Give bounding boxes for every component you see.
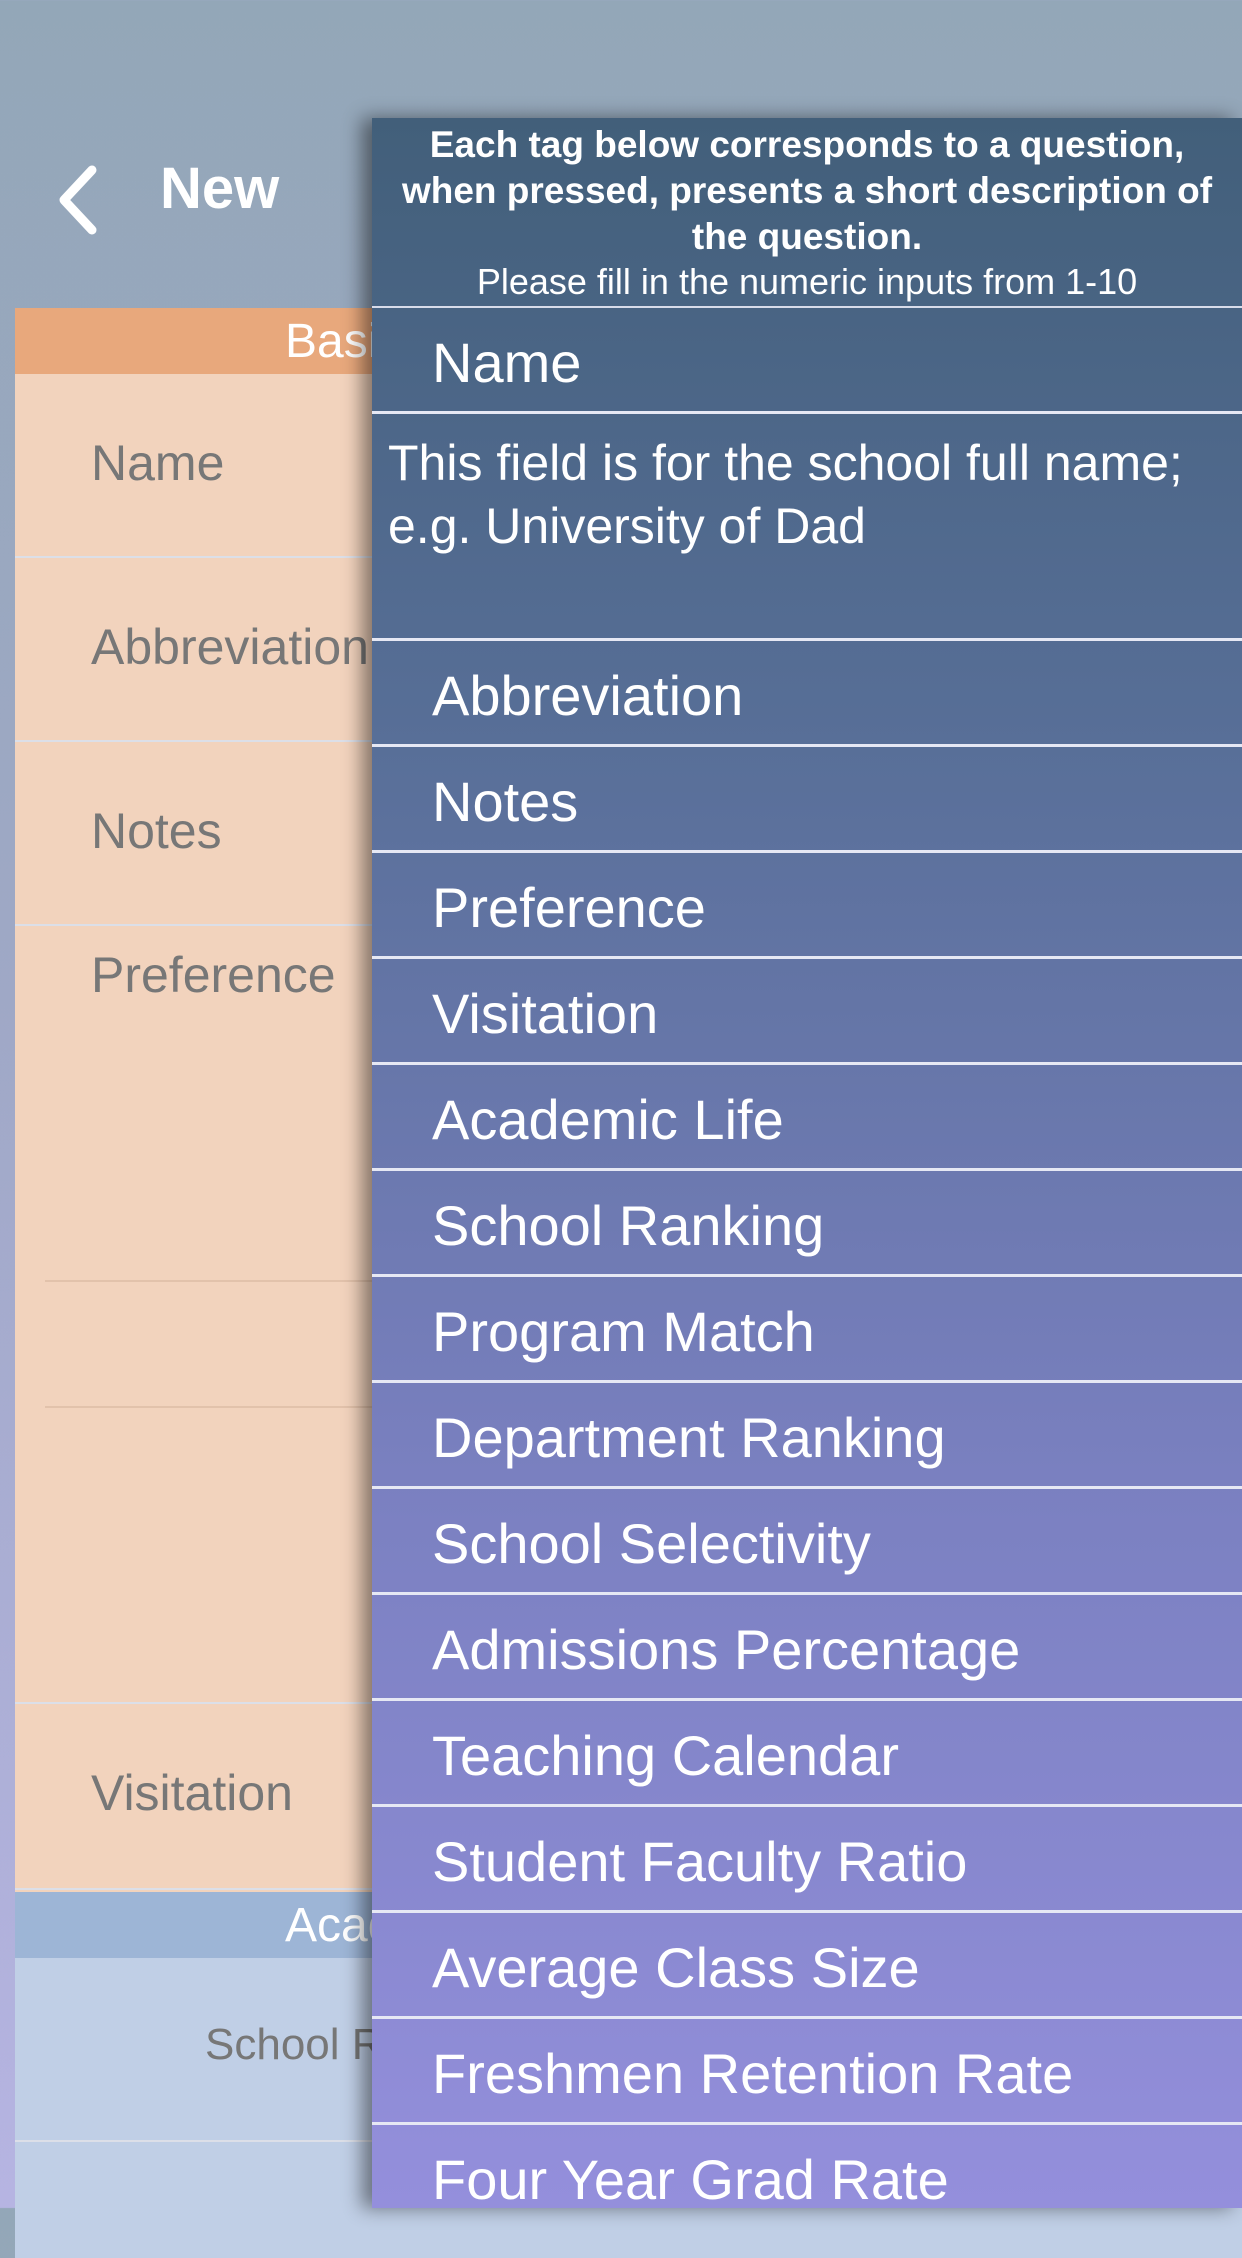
tag-label: Visitation bbox=[432, 982, 659, 1045]
tag-label: Abbreviation bbox=[432, 664, 744, 727]
form-label-visitation: Visitation bbox=[91, 1765, 293, 1821]
tag-admissions-percentage[interactable]: Admissions Percentage bbox=[372, 1595, 1242, 1701]
tag-label: Program Match bbox=[432, 1300, 815, 1363]
tag-label: Notes bbox=[432, 770, 579, 833]
tag-label: Name bbox=[432, 331, 582, 394]
panel-instructions: Each tag below corresponds to a question… bbox=[401, 124, 1213, 257]
tag-label: Department Ranking bbox=[432, 1406, 946, 1469]
tag-label: Four Year Grad Rate bbox=[432, 2148, 949, 2208]
tag-notes[interactable]: Notes bbox=[372, 747, 1242, 853]
tag-description: This field is for the school full name; … bbox=[372, 414, 1242, 641]
panel-header: Each tag below corresponds to a question… bbox=[372, 118, 1242, 308]
tag-average-class-size[interactable]: Average Class Size bbox=[372, 1913, 1242, 2019]
tag-school-ranking[interactable]: School Ranking bbox=[372, 1171, 1242, 1277]
tag-label: Freshmen Retention Rate bbox=[432, 2042, 1074, 2105]
tag-department-ranking[interactable]: Department Ranking bbox=[372, 1383, 1242, 1489]
form-label-preference: Preference bbox=[91, 947, 336, 1003]
tag-label: Average Class Size bbox=[432, 1936, 920, 1999]
tag-four-year-grad-rate[interactable]: Four Year Grad Rate bbox=[372, 2125, 1242, 2208]
form-label-abbreviation: Abbreviation bbox=[91, 619, 369, 675]
form-label-name: Name bbox=[91, 435, 225, 491]
navigation-bar: New bbox=[0, 110, 1242, 270]
tag-abbreviation[interactable]: Abbreviation bbox=[372, 641, 1242, 747]
tag-label: Student Faculty Ratio bbox=[432, 1830, 968, 1893]
tag-label: School Ranking bbox=[432, 1194, 825, 1257]
tag-visitation[interactable]: Visitation bbox=[372, 959, 1242, 1065]
tag-freshmen-retention-rate[interactable]: Freshmen Retention Rate bbox=[372, 2019, 1242, 2125]
tag-preference[interactable]: Preference bbox=[372, 853, 1242, 959]
tag-label: Admissions Percentage bbox=[432, 1618, 1021, 1681]
tag-label: Preference bbox=[432, 876, 706, 939]
panel-subinstructions: Please fill in the numeric inputs from 1… bbox=[476, 261, 1138, 302]
tag-academic-life[interactable]: Academic Life bbox=[372, 1065, 1242, 1171]
tag-label: Academic Life bbox=[432, 1088, 784, 1151]
nav-title: New bbox=[160, 156, 280, 221]
tag-label: School Selectivity bbox=[432, 1512, 871, 1575]
tag-school-selectivity[interactable]: School Selectivity bbox=[372, 1489, 1242, 1595]
tag-label: Teaching Calendar bbox=[432, 1724, 899, 1787]
chevron-left-icon bbox=[59, 165, 97, 235]
form-label-notes: Notes bbox=[91, 803, 222, 859]
tag-program-match[interactable]: Program Match bbox=[372, 1277, 1242, 1383]
back-button[interactable] bbox=[50, 160, 110, 240]
tag-student-faculty-ratio[interactable]: Student Faculty Ratio bbox=[372, 1807, 1242, 1913]
question-help-panel: Each tag below corresponds to a question… bbox=[372, 118, 1242, 2208]
tag-teaching-calendar[interactable]: Teaching Calendar bbox=[372, 1701, 1242, 1807]
tag-description-text: This field is for the school full name; … bbox=[388, 435, 1183, 554]
tag-name[interactable]: Name bbox=[372, 308, 1242, 414]
